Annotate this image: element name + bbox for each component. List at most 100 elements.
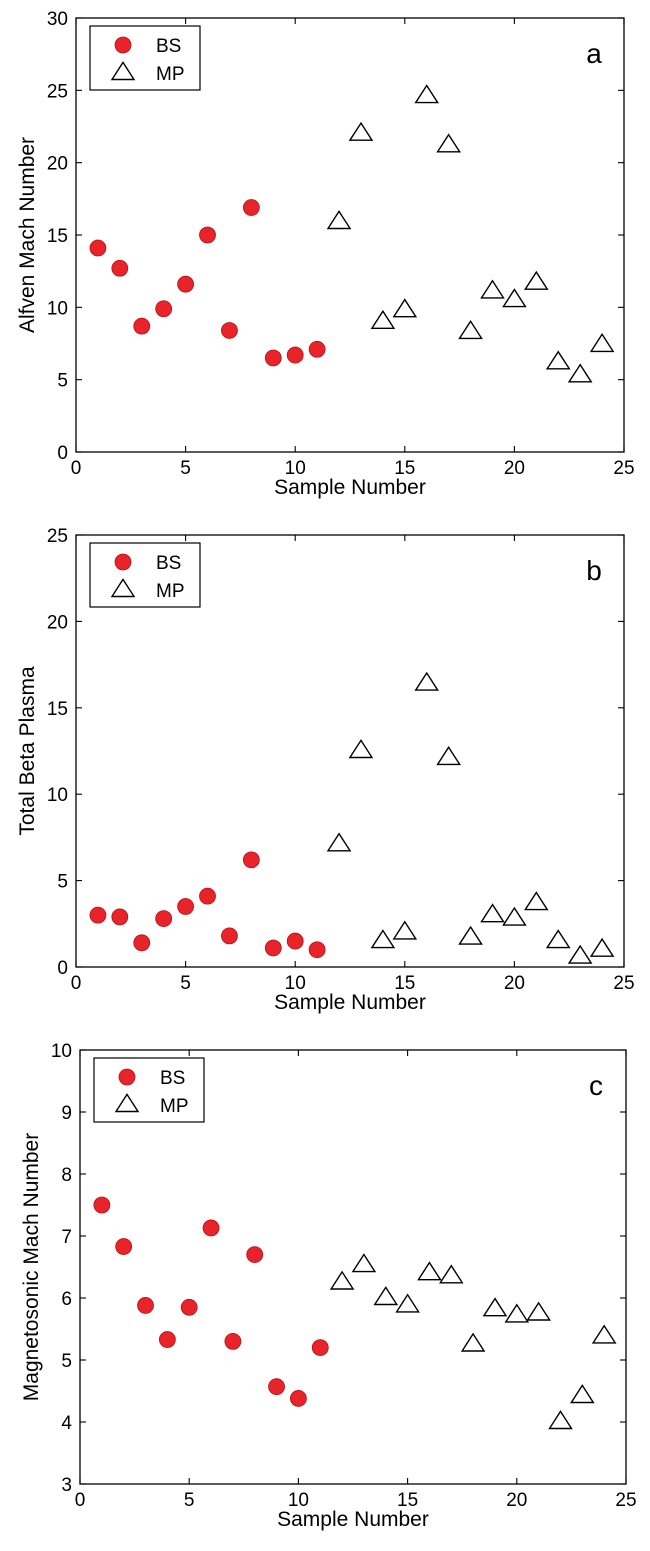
data-point-mp xyxy=(392,920,418,940)
legend-marker-bs xyxy=(118,1068,136,1086)
data-point-bs xyxy=(93,1196,111,1214)
data-point-bs xyxy=(202,1219,220,1237)
x-axis-label: Sample Number xyxy=(274,991,426,1014)
series-mp xyxy=(326,84,615,383)
data-point-mp xyxy=(524,891,549,911)
legend: BS MP xyxy=(93,1057,205,1123)
data-point-bs xyxy=(89,239,107,257)
y-tick-label: 15 xyxy=(47,226,68,247)
data-point-mp xyxy=(392,298,418,318)
data-point-mp xyxy=(548,1410,573,1430)
legend-label-bs: BS xyxy=(156,36,181,57)
data-point-bs xyxy=(308,941,326,959)
data-point-mp xyxy=(458,320,483,340)
data-point-bs xyxy=(199,887,216,905)
data-point-bs xyxy=(133,934,151,952)
y-axis-label: Total Beta Plasma xyxy=(16,666,39,836)
data-point-mp xyxy=(504,1303,530,1323)
y-axis-label: Alfven Mach Number xyxy=(16,137,39,333)
data-point-bs xyxy=(286,932,304,950)
y-tick-label: 0 xyxy=(57,958,68,979)
legend-marker-bs xyxy=(114,36,132,54)
y-tick-label: 10 xyxy=(51,1041,72,1062)
data-point-mp xyxy=(348,121,374,141)
data-point-bs xyxy=(308,340,326,358)
series-bs xyxy=(89,851,326,959)
data-point-mp xyxy=(370,929,396,949)
x-tick-label: 20 xyxy=(506,1490,527,1511)
plot-frame xyxy=(79,1049,627,1485)
data-point-bs xyxy=(111,908,129,926)
data-point-mp xyxy=(589,937,615,957)
legend-label-mp: MP xyxy=(160,1096,189,1117)
data-point-mp xyxy=(395,1293,420,1313)
x-tick-label: 0 xyxy=(71,458,82,479)
series-mp xyxy=(326,671,615,964)
x-tick-label: 15 xyxy=(394,458,415,479)
y-axis-label: Magnetosonic Mach Number xyxy=(20,1133,43,1401)
panel-label: a xyxy=(586,38,602,69)
y-tick-label: 5 xyxy=(61,1351,72,1372)
data-point-mp xyxy=(524,270,549,290)
legend-box xyxy=(89,25,201,91)
legend: BS MP xyxy=(89,25,201,91)
data-point-bs xyxy=(246,1246,264,1263)
data-point-bs xyxy=(221,322,238,339)
data-point-mp xyxy=(326,832,352,852)
y-tick-label: 6 xyxy=(61,1289,72,1310)
x-tick-label: 20 xyxy=(504,973,525,994)
y-tick-label: 4 xyxy=(61,1413,72,1434)
data-point-bs xyxy=(155,910,173,928)
data-point-mp xyxy=(526,1301,551,1321)
x-axis-label: Sample Number xyxy=(277,1508,429,1531)
series-mp xyxy=(329,1253,617,1430)
data-point-bs xyxy=(177,275,195,293)
y-tick-label: 10 xyxy=(47,298,68,319)
data-point-bs xyxy=(137,1297,154,1314)
y-tick-label: 30 xyxy=(47,9,68,30)
x-tick-label: 10 xyxy=(288,1490,309,1511)
data-point-mp xyxy=(591,1324,617,1344)
series-bs xyxy=(93,1196,329,1407)
data-point-bs xyxy=(264,939,282,957)
x-tick-label: 0 xyxy=(71,973,82,994)
y-tick-label: 8 xyxy=(61,1165,72,1186)
data-point-bs xyxy=(311,1339,329,1356)
legend-marker-mp xyxy=(114,1093,140,1113)
data-point-mp xyxy=(502,288,527,308)
panel-label: c xyxy=(589,1070,603,1101)
data-point-mp xyxy=(458,925,483,945)
data-point-bs xyxy=(199,226,216,244)
data-point-mp xyxy=(439,1264,464,1284)
data-point-mp xyxy=(414,84,439,104)
x-tick-label: 10 xyxy=(285,458,306,479)
y-tick-label: 10 xyxy=(47,785,68,806)
data-point-mp xyxy=(414,671,439,691)
chart-panel-b: 0 5 10 15 20 25 0 5 10 15 20 25 Sample Number Total B… xyxy=(16,526,635,1014)
data-point-bs xyxy=(286,346,304,364)
data-point-bs xyxy=(115,1238,133,1255)
data-point-mp xyxy=(348,739,374,759)
x-tick-label: 5 xyxy=(184,1490,195,1511)
data-point-bs xyxy=(242,851,260,869)
x-tick-label: 15 xyxy=(397,1490,418,1511)
data-point-mp xyxy=(460,1332,486,1352)
legend-label-bs: BS xyxy=(156,553,181,574)
data-point-mp xyxy=(373,1286,399,1306)
data-point-mp xyxy=(567,944,593,964)
legend-label-mp: MP xyxy=(156,64,185,85)
legend: BS MP xyxy=(89,542,201,608)
data-point-mp xyxy=(436,133,461,153)
data-point-mp xyxy=(502,906,527,926)
series-bs xyxy=(89,199,326,367)
y-tick-label: 0 xyxy=(57,443,68,464)
data-point-mp xyxy=(482,1297,508,1317)
data-point-bs xyxy=(180,1298,198,1316)
data-point-bs xyxy=(264,349,282,367)
data-point-bs xyxy=(289,1390,307,1407)
x-tick-label: 10 xyxy=(285,973,306,994)
x-axis-label: Sample Number xyxy=(274,476,426,499)
y-tick-label: 5 xyxy=(57,872,68,893)
